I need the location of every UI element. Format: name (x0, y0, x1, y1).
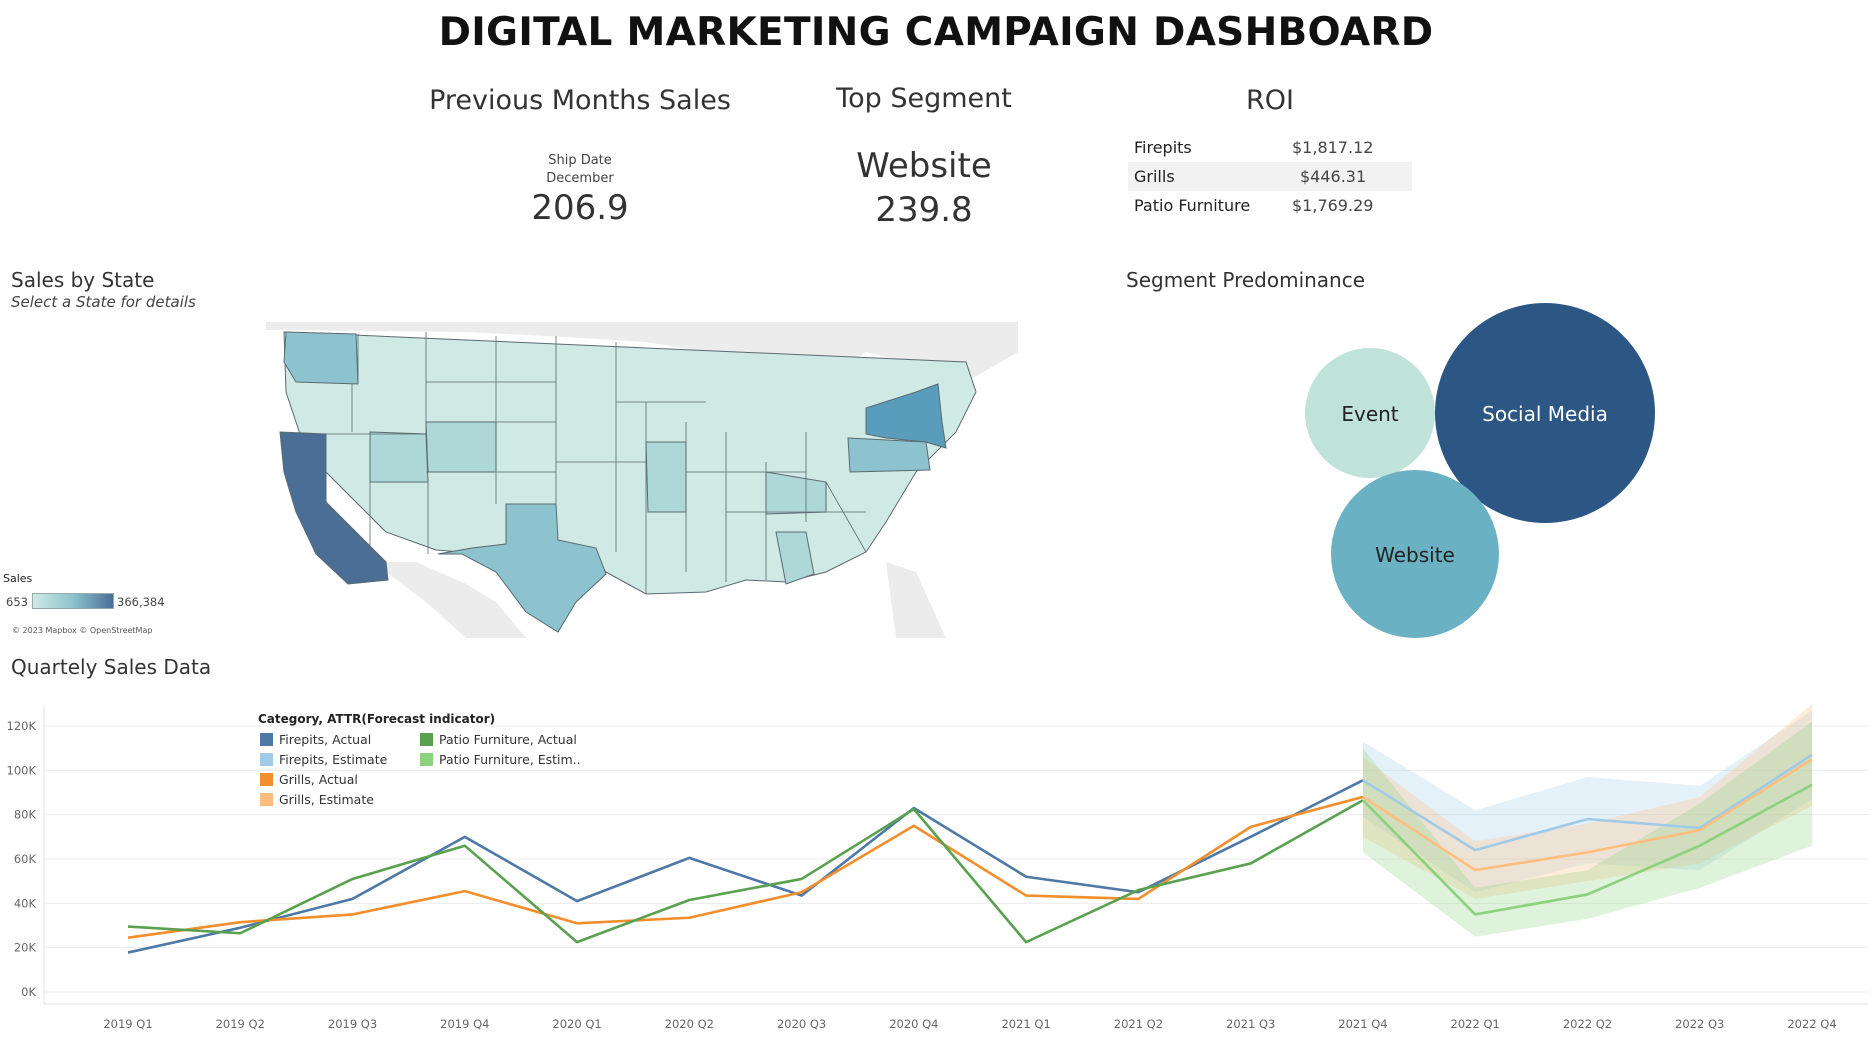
x-tick-label: 2022 Q1 (1451, 1017, 1500, 1031)
series-lines (127, 753, 1813, 954)
roi-value: $1,817.12 (1292, 138, 1374, 157)
segments-title: Segment Predominance (1126, 268, 1366, 292)
x-tick-label: 2019 Q2 (216, 1017, 265, 1031)
roi-name: Firepits (1134, 138, 1192, 157)
y-tick-label: 80K (14, 808, 37, 822)
x-tick-label: 2021 Q2 (1114, 1017, 1163, 1031)
ship-date-month: December (546, 171, 614, 186)
map-legend-gradient (32, 593, 114, 609)
legend-swatch (260, 752, 273, 766)
ship-date-label: Ship Date (548, 153, 612, 168)
series-line[interactable] (1362, 758, 1813, 872)
roi-row-patio-furniture[interactable]: Patio Furniture $1,769.29 (1128, 191, 1412, 220)
roi-table: Firepits $1,817.12 Grills $446.31 Patio … (1128, 133, 1412, 220)
series-line[interactable] (1362, 783, 1813, 916)
chart-grid (43, 706, 1868, 1005)
x-tick-label: 2022 Q4 (1787, 1017, 1836, 1031)
x-tick-label: 2019 Q3 (328, 1017, 377, 1031)
bubble-event[interactable] (1305, 348, 1435, 478)
x-tick-label: 2020 Q3 (777, 1017, 826, 1031)
map-legend-min: 653 (6, 595, 28, 609)
top-segment-name: Website (856, 146, 992, 186)
legend-swatch (260, 792, 273, 806)
roi-title: ROI (1246, 85, 1294, 116)
y-tick-label: 60K (14, 852, 37, 866)
roi-row-grills[interactable]: Grills $446.31 (1128, 162, 1412, 191)
roi-name: Grills (1134, 167, 1175, 186)
x-tick-label: 2020 Q4 (889, 1017, 938, 1031)
bubble-social-media[interactable] (1435, 303, 1655, 523)
x-tick-label: 2021 Q4 (1338, 1017, 1387, 1031)
legend-label: Patio Furniture, Estim.. (439, 751, 581, 767)
roi-value: $446.31 (1300, 167, 1367, 186)
map-title: Sales by State (11, 268, 155, 292)
legend-item-grills-estimate[interactable]: Grills, Estimate (260, 789, 420, 809)
segment-bubble-chart: Event Social Media Website (1305, 303, 1655, 638)
chart-legend: Firepits, Actual Patio Furniture, Actual… (260, 729, 590, 809)
legend-item-patio-actual[interactable]: Patio Furniture, Actual (420, 729, 590, 749)
legend-label: Patio Furniture, Actual (439, 731, 577, 747)
forecast-band (1362, 721, 1812, 937)
x-tick-label: 2019 Q4 (440, 1017, 489, 1031)
bubble-label-website: Website (1375, 543, 1455, 567)
y-tick-label: 40K (14, 896, 37, 910)
legend-item-firepits-actual[interactable]: Firepits, Actual (260, 729, 420, 749)
y-tick-label: 20K (14, 941, 37, 955)
bubble-label-event: Event (1341, 402, 1398, 426)
series-line[interactable] (127, 799, 1364, 944)
quarterly-title: Quartely Sales Data (11, 655, 212, 679)
top-segment-title: Top Segment (836, 83, 1012, 114)
roi-value: $1,769.29 (1292, 196, 1374, 215)
roi-row-firepits[interactable]: Firepits $1,817.12 (1128, 133, 1412, 162)
roi-name: Patio Furniture (1134, 196, 1251, 215)
legend-label: Grills, Actual (279, 771, 358, 787)
x-axis-ticks: 2019 Q1 2019 Q2 2019 Q3 2019 Q4 2020 Q1 2020 … (103, 1017, 1836, 1031)
y-axis-ticks: 0K 20K 40K 60K 80K 100K 120K (7, 719, 37, 999)
legend-item-firepits-estimate[interactable]: Firepits, Estimate (260, 749, 420, 769)
map-legend-max: 366,384 (117, 595, 165, 609)
top-segment-value: 239.8 (875, 190, 973, 230)
legend-swatch (260, 772, 273, 786)
map-attribution-text: © 2023 Mapbox © OpenStreetMap (12, 626, 153, 635)
map-legend-title: Sales (3, 572, 33, 585)
chart-legend-title: Category, ATTR(Forecast indicator) (258, 712, 496, 726)
map-subtitle: Select a State for details (11, 293, 196, 311)
us-map[interactable]: © 2023 Mapbox © OpenStreetMap (266, 322, 1018, 638)
legend-label: Firepits, Estimate (279, 751, 388, 767)
previous-sales-title: Previous Months Sales (429, 85, 731, 116)
y-tick-label: 120K (7, 719, 37, 733)
series-line[interactable] (127, 795, 1364, 939)
series-line[interactable] (127, 779, 1364, 954)
legend-item-grills-actual[interactable]: Grills, Actual (260, 769, 420, 789)
x-tick-label: 2021 Q1 (1001, 1017, 1050, 1031)
bubble-website[interactable] (1331, 470, 1499, 638)
legend-swatch (420, 732, 433, 746)
legend-item-patio-estimate[interactable]: Patio Furniture, Estim.. (420, 749, 590, 769)
previous-sales-value: 206.9 (531, 188, 629, 228)
x-tick-label: 2022 Q2 (1563, 1017, 1612, 1031)
x-tick-label: 2021 Q3 (1226, 1017, 1275, 1031)
legend-label: Firepits, Actual (279, 731, 372, 747)
y-tick-label: 100K (7, 763, 37, 777)
y-tick-label: 0K (21, 985, 36, 999)
x-tick-label: 2019 Q1 (103, 1017, 152, 1031)
bubble-label-social-media: Social Media (1482, 402, 1608, 426)
legend-swatch (420, 752, 433, 766)
x-tick-label: 2020 Q2 (665, 1017, 714, 1031)
x-tick-label: 2020 Q1 (552, 1017, 601, 1031)
legend-swatch (260, 732, 273, 746)
legend-label: Grills, Estimate (279, 791, 374, 807)
x-tick-label: 2022 Q3 (1675, 1017, 1724, 1031)
series-line[interactable] (1362, 753, 1813, 852)
dashboard-title: DIGITAL MARKETING CAMPAIGN DASHBOARD (438, 10, 1434, 55)
